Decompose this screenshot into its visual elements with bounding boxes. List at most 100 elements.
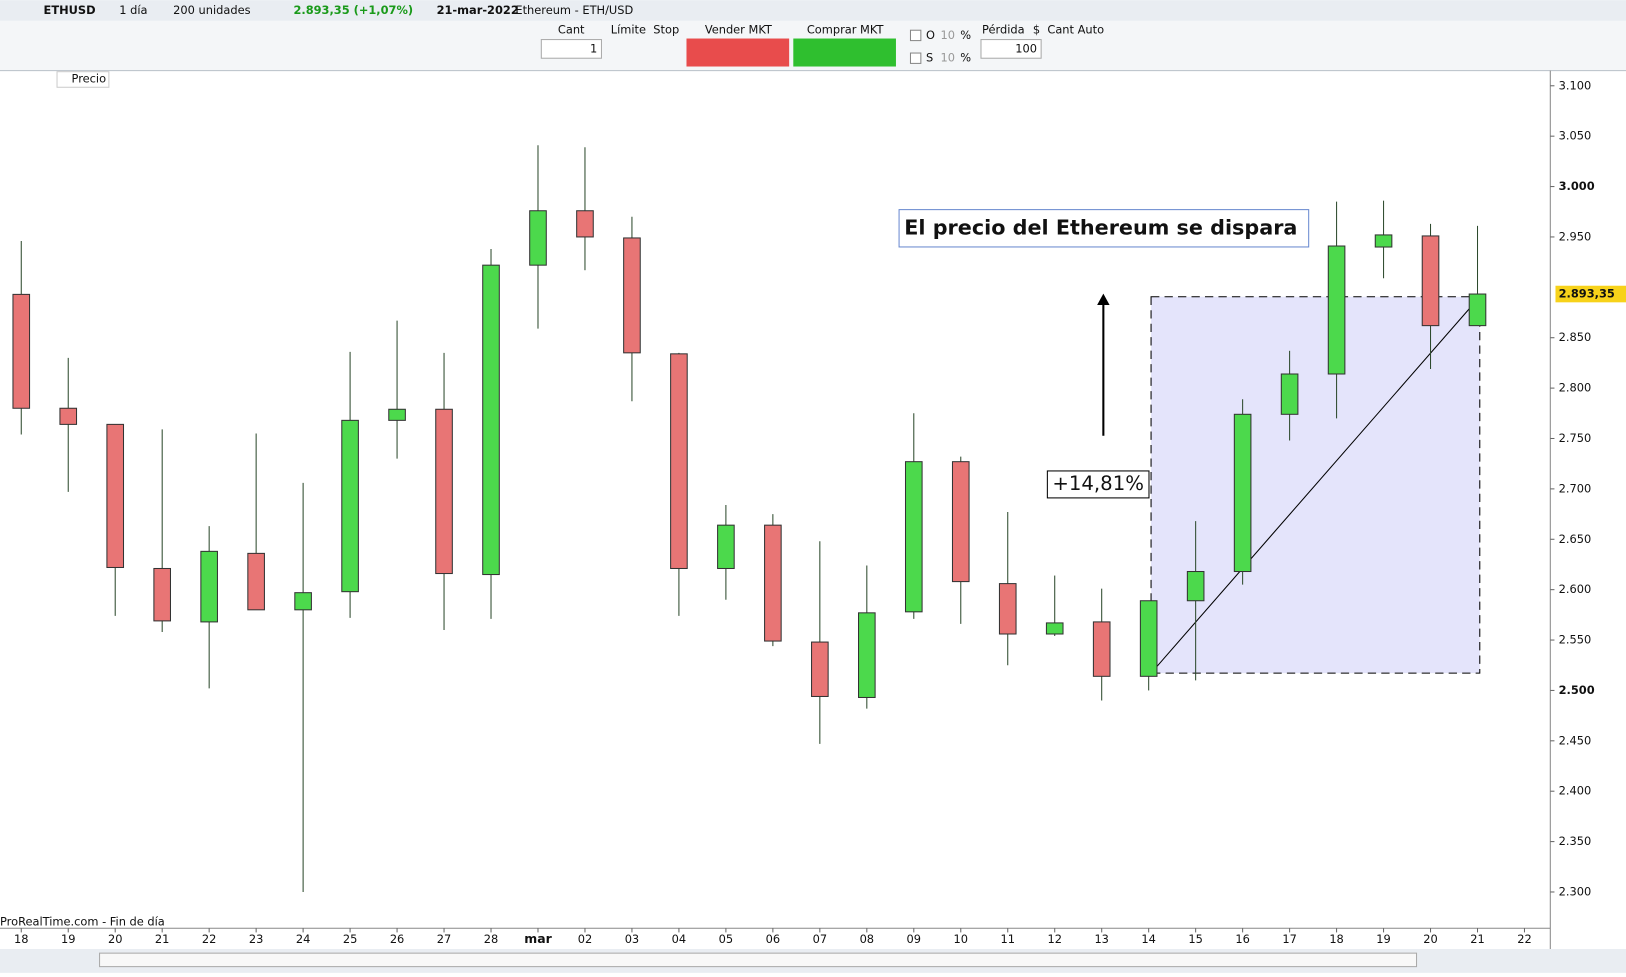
y-tick-label: 2.550 [1559,633,1592,647]
arrow-head [1097,293,1110,306]
loss-label: Pérdida [982,23,1025,37]
x-tick-label: 07 [813,932,828,946]
x-tick-label: 15 [1188,932,1203,946]
candle-body [294,592,312,611]
y-tick-label: 2.600 [1559,582,1592,596]
qty-label: Cant [558,23,585,37]
x-tick-label: 03 [625,932,640,946]
candle-body [1092,621,1111,677]
sell-button[interactable] [686,38,790,67]
x-tick-label: 22 [1517,932,1532,946]
stop[interactable]: Stop [653,23,679,37]
y-tick-label: 2.400 [1559,784,1592,798]
x-tick-label: 02 [578,932,593,946]
x-tick-label: 14 [1141,932,1156,946]
x-tick-label: 13 [1094,932,1109,946]
symbol[interactable]: ETHUSD [44,3,96,17]
x-tick-label: 21 [1470,932,1485,946]
y-tick-label: 3.100 [1559,78,1592,92]
candle-body [858,612,876,699]
sell-label: Vender MKT [705,23,772,37]
units[interactable]: 200 unidades [173,3,250,17]
s-check[interactable] [909,52,922,64]
x-tick-label: 24 [296,932,311,946]
quote: 2.893,35 (+1,07%) [293,3,413,17]
y-tick-label: 2.500 [1559,683,1595,697]
x-tick-label: 09 [907,932,922,946]
candle-body [482,264,500,576]
x-tick-label: 20 [1423,932,1438,946]
buy-label: Comprar MKT [807,23,884,37]
y-tick-label: 2.350 [1559,834,1592,848]
date: 21-mar-2022 [437,3,519,17]
candle-body [529,210,547,266]
period[interactable]: 1 día [119,3,147,17]
candle-body [1139,600,1158,677]
loss-input[interactable] [980,39,1042,59]
candle-body [623,237,641,354]
candle-body [764,524,782,642]
instrument: Ethereum - ETH/USD [515,3,633,17]
candle-body [717,524,735,570]
buy-button[interactable] [793,38,896,67]
y-tick-label: 2.850 [1559,330,1592,344]
candle-body [811,641,829,697]
x-tick-label: 11 [1000,932,1015,946]
candle-body [998,583,1017,635]
change-box [1046,470,1150,499]
s-unit: % [960,51,971,65]
x-tick-label: 28 [484,932,499,946]
o-pct: 10 [941,28,956,42]
x-tick-label: 06 [766,932,781,946]
y-tick-label: 2.750 [1559,431,1592,445]
x-tick-label: 20 [108,932,123,946]
candle-body [341,419,359,593]
price-tab[interactable] [56,71,110,88]
candle-body [1374,234,1393,248]
candle-body [388,408,406,421]
candle-body [904,461,923,613]
o-check[interactable] [909,29,922,42]
change: +14,81% [1052,472,1144,495]
x-tick-label: 12 [1047,932,1062,946]
headline-box [898,209,1310,248]
o-unit: % [960,28,971,42]
qty-input[interactable] [540,39,602,59]
x-tick-label: 18 [14,932,29,946]
candle-body [1045,622,1064,635]
x-tick-label: 26 [390,932,405,946]
qty: 1 [590,41,597,55]
y-tick-label: 2.800 [1559,381,1592,395]
x-tick-label: 27 [437,932,452,946]
y-tick-label: 2.700 [1559,481,1592,495]
candle-body [951,461,970,583]
x-tick-label: 21 [155,932,170,946]
limit[interactable]: Límite [611,23,646,37]
x-tick-label: 17 [1282,932,1297,946]
y-tick-label: 2.450 [1559,733,1592,747]
auto-qty[interactable]: Cant Auto [1047,23,1104,37]
candle-body [576,210,594,238]
candle-body [153,567,171,622]
last-price-tag [1555,285,1626,303]
candle-body [106,423,125,569]
x-tick-label: 05 [719,932,734,946]
footer: ProRealTime.com - Fin de día [0,915,165,929]
candle-body [12,293,31,409]
x-tick-label: 23 [249,932,264,946]
y-tick-label: 3.050 [1559,129,1592,143]
candle-body [670,353,688,570]
top-bar [0,0,1626,21]
x-tick-label: 22 [202,932,217,946]
x-tick-label: mar [524,931,552,946]
candle-body [435,408,453,575]
y-tick-label: 2.650 [1559,532,1592,546]
x-tick-label: 19 [1376,932,1391,946]
price-tab-label: Precio [72,71,107,85]
y-tick-label: 3.000 [1559,179,1595,193]
candle-body [1233,413,1252,573]
s-pct: 10 [941,51,956,65]
scrollbar[interactable] [99,952,1418,968]
x-tick-label: 16 [1235,932,1250,946]
